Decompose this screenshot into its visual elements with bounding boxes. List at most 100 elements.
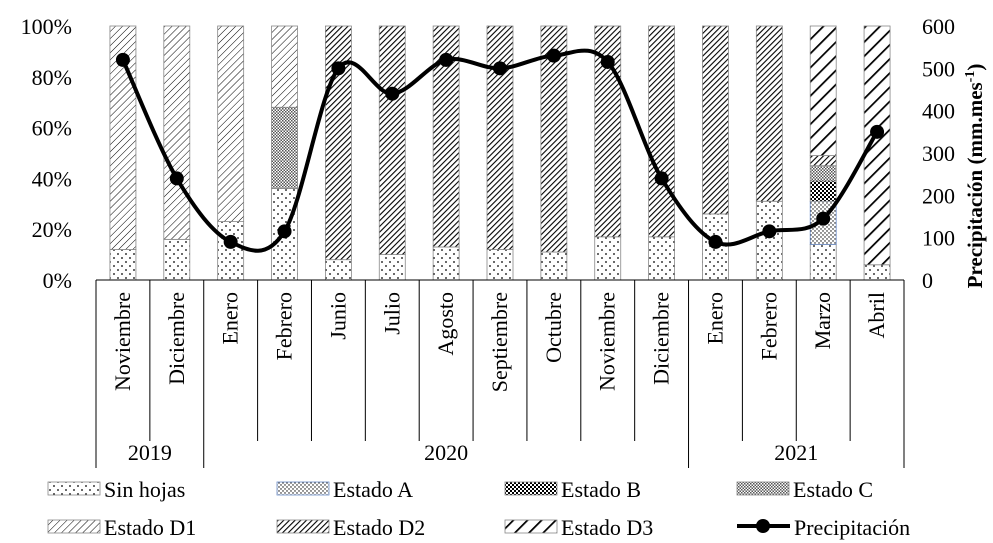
category-label: Febrero — [272, 292, 297, 360]
legend-label-estado-d1: Estado D1 — [104, 515, 196, 540]
bar-segment-sin-hojas — [217, 221, 245, 281]
legend-label-estado-d3: Estado D3 — [561, 515, 653, 540]
legend-label-estado-a: Estado A — [333, 477, 413, 502]
bar-segment-estado-d2 — [486, 25, 514, 250]
legend-label-sin-hojas: Sin hojas — [104, 477, 185, 502]
precipitation-point — [277, 224, 292, 239]
bar-segment-estado-d1 — [163, 25, 191, 240]
right-tick-label: 400 — [922, 99, 955, 124]
year-label: 2020 — [424, 440, 468, 465]
precipitation-point — [223, 234, 238, 249]
category-axis: Noviembre Diciembre Enero Febrero Junio Julio… — [95, 279, 905, 468]
bar-segment-sin-hojas — [324, 259, 352, 281]
bar-segment-sin-hojas — [809, 244, 837, 281]
right-tick-label: 0 — [922, 268, 933, 293]
category-label: Diciembre — [164, 292, 189, 385]
category-label: Julio — [379, 292, 404, 335]
right-axis-title: Precipitación (mm.mes-1) — [963, 64, 987, 289]
precipitation-point — [600, 54, 615, 69]
year-label: 2019 — [128, 440, 172, 465]
legend-label-precipitacion: Precipitación — [794, 515, 910, 540]
category-label: Septiembre — [487, 292, 512, 392]
bar-segment-estado-d2 — [648, 25, 675, 238]
left-tick-label: 80% — [32, 65, 72, 90]
bar-segment-sin-hojas — [486, 249, 514, 281]
right-axis: 0 100 200 300 400 500 600 — [922, 14, 955, 293]
bar-segment-sin-hojas — [109, 249, 137, 281]
category-label: Diciembre — [649, 292, 674, 385]
bar-segment-estado-d2 — [378, 25, 406, 256]
category-label: Junio — [325, 292, 350, 340]
bar-segment-sin-hojas — [378, 254, 406, 281]
bars — [109, 25, 891, 281]
legend-label-estado-c: Estado C — [793, 477, 873, 502]
legend-label-estado-b: Estado B — [561, 477, 641, 502]
category-label: Octubre — [541, 292, 566, 363]
category-label: Noviembre — [595, 292, 620, 391]
left-tick-label: 100% — [21, 14, 72, 39]
left-tick-label: 20% — [32, 217, 72, 242]
legend-swatch-estado-d3 — [504, 519, 558, 534]
precipitation-point — [546, 48, 561, 63]
legend-swatch-estado-d2 — [276, 519, 330, 534]
precipitation-point — [331, 61, 346, 76]
left-tick-label: 40% — [32, 166, 72, 191]
category-label: Marzo — [810, 292, 835, 349]
precipitation-point — [654, 171, 669, 186]
right-tick-label: 100 — [922, 226, 955, 251]
bar-segment-estado-d1 — [271, 25, 298, 108]
bar-segment-estado-c — [271, 106, 298, 189]
category-label: Noviembre — [110, 292, 135, 391]
bar-segment-estado-c — [809, 165, 837, 182]
category-label: Abril — [864, 292, 889, 338]
bar-segment-sin-hojas — [648, 236, 675, 281]
bar-segment-estado-d2 — [702, 25, 729, 215]
legend-swatch-estado-b — [504, 481, 558, 496]
bar-segment-estado-d1 — [217, 25, 245, 222]
precipitation-point — [115, 52, 130, 67]
bar-segment-sin-hojas — [432, 246, 460, 281]
bar-segment-estado-d2 — [809, 155, 837, 167]
left-tick-label: 0% — [43, 268, 72, 293]
right-tick-label: 500 — [922, 56, 955, 81]
legend-label-estado-d2: Estado D2 — [333, 515, 425, 540]
legend-swatch-sin-hojas — [47, 481, 101, 496]
precipitation-point — [439, 52, 454, 67]
left-axis: 0% 20% 40% 60% 80% 100% — [21, 14, 72, 293]
bar-segment-sin-hojas — [594, 236, 622, 281]
precipitation-point — [493, 61, 507, 76]
precipitation-point — [708, 234, 723, 249]
bar-segment-estado-d3 — [809, 25, 837, 156]
legend: Sin hojas Estado A Estado B Estado C Estado … — [47, 477, 910, 540]
legend-swatch-estado-a — [276, 481, 330, 496]
bar-segment-estado-d2 — [540, 25, 568, 253]
legend-marker-precipitacion — [756, 519, 770, 533]
legend-swatch-estado-d1 — [47, 519, 101, 534]
left-tick-label: 60% — [32, 116, 72, 141]
bar-segment-sin-hojas — [755, 200, 783, 281]
category-label: Enero — [218, 292, 243, 345]
precipitation-point — [816, 211, 831, 226]
precipitation-point — [762, 224, 777, 239]
bar-segment-sin-hojas — [863, 264, 891, 281]
right-axis-title-main: Precipitación (mm.mes — [963, 82, 987, 288]
precipitation-point — [385, 86, 400, 101]
bar-segment-sin-hojas — [163, 238, 191, 281]
legend-swatch-estado-c — [736, 481, 790, 496]
category-label: Febrero — [756, 292, 781, 360]
bar-segment-estado-b — [809, 180, 837, 202]
precipitation-point — [169, 171, 184, 186]
precipitation-point — [870, 124, 885, 139]
right-tick-label: 300 — [922, 141, 955, 166]
bar-segment-sin-hojas — [540, 251, 568, 281]
right-axis-title-end: ) — [963, 64, 987, 71]
year-label: 2021 — [774, 440, 818, 465]
right-tick-label: 200 — [922, 183, 955, 208]
right-tick-label: 600 — [922, 14, 955, 39]
right-axis-title-sup: -1 — [963, 71, 978, 83]
bar-segment-estado-d2 — [755, 25, 783, 202]
category-label: Agosto — [433, 292, 458, 356]
category-label: Enero — [702, 292, 727, 345]
precipitation-line — [115, 48, 885, 253]
